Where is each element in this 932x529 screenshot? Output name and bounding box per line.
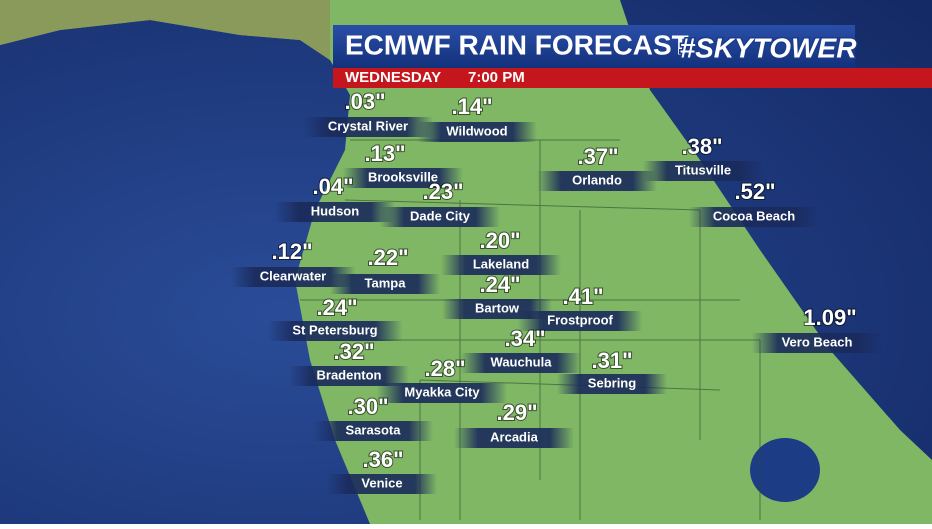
- rain-amount: .22": [367, 245, 408, 270]
- city-name: Wauchula: [491, 354, 553, 369]
- rain-amount: .14": [451, 94, 492, 119]
- rain-amount: .32": [333, 339, 374, 364]
- title: ECMWF RAIN FORECAST: [345, 29, 689, 60]
- city-name: Vero Beach: [782, 334, 853, 349]
- rain-amount: .38": [681, 134, 722, 159]
- rain-amount: .34": [504, 326, 545, 351]
- city-name: Sebring: [588, 375, 636, 390]
- name-plate: [461, 353, 581, 373]
- rain-amount: .13": [364, 141, 405, 166]
- rain-amount: .03": [344, 89, 385, 114]
- name-plate: [752, 333, 882, 353]
- name-plate: [689, 207, 819, 227]
- name-plate: [517, 311, 643, 331]
- city-name: Arcadia: [490, 429, 538, 444]
- city-name: Hudson: [311, 203, 359, 218]
- city-name: Cocoa Beach: [713, 208, 795, 223]
- city-name: Venice: [361, 475, 402, 490]
- city-name: Clearwater: [260, 268, 326, 283]
- name-plate: [267, 321, 403, 341]
- rain-amount: .12": [271, 239, 312, 264]
- name-plate: [327, 474, 437, 494]
- rain-amount: .41": [562, 284, 603, 309]
- city-name: Wildwood: [446, 123, 507, 138]
- name-plate: [330, 274, 440, 294]
- city-name: Tampa: [365, 275, 407, 290]
- name-plate: [454, 428, 574, 448]
- city-name: Bartow: [475, 300, 520, 315]
- rain-amount: .30": [347, 394, 388, 419]
- city-name: Sarasota: [346, 422, 402, 437]
- city-name: Dade City: [410, 208, 471, 223]
- city-name: Brooksville: [368, 169, 438, 184]
- rain-amount: .04": [312, 174, 353, 199]
- title-banner: [333, 25, 855, 69]
- logo: #SKYTOWER: [680, 32, 858, 63]
- city-name: Titusville: [675, 162, 731, 177]
- land-north: [0, 0, 330, 60]
- city-name: Lakeland: [473, 256, 529, 271]
- city-name: Bradenton: [317, 367, 382, 382]
- day-bar: [333, 68, 932, 88]
- name-plate: [289, 366, 409, 386]
- rain-amount: 1.09": [803, 305, 856, 330]
- name-plate: [230, 267, 356, 287]
- name-plate: [441, 255, 561, 275]
- rain-amount: .24": [316, 295, 357, 320]
- name-plate: [303, 117, 433, 137]
- name-plate: [417, 122, 537, 142]
- name-plate: [377, 383, 507, 403]
- rain-amount: .29": [496, 400, 537, 425]
- name-plate: [557, 374, 667, 394]
- rain-amount: .31": [591, 348, 632, 373]
- city-name: Orlando: [572, 172, 622, 187]
- name-plate: [380, 207, 500, 227]
- city-name: Crystal River: [328, 118, 408, 133]
- name-plate: [643, 161, 763, 181]
- rain-amount: .20": [479, 228, 520, 253]
- city-name: Myakka City: [404, 384, 480, 399]
- day: WEDNESDAY: [345, 69, 441, 86]
- rain-amount: .52": [734, 179, 775, 204]
- rain-amount: .23": [422, 179, 463, 204]
- time: 7:00 PM: [468, 69, 525, 86]
- lake-okeechobee: [750, 438, 820, 502]
- name-plate: [313, 421, 433, 441]
- city-name: St Petersburg: [292, 322, 377, 337]
- rain-amount: .24": [479, 272, 520, 297]
- rain-amount: .36": [362, 447, 403, 472]
- name-plate: [537, 171, 657, 191]
- rain-amount: .28": [424, 356, 465, 381]
- city-name: Frostproof: [547, 312, 613, 327]
- rain-amount: .37": [577, 144, 618, 169]
- name-plate: [275, 202, 395, 222]
- name-plate: [343, 168, 463, 188]
